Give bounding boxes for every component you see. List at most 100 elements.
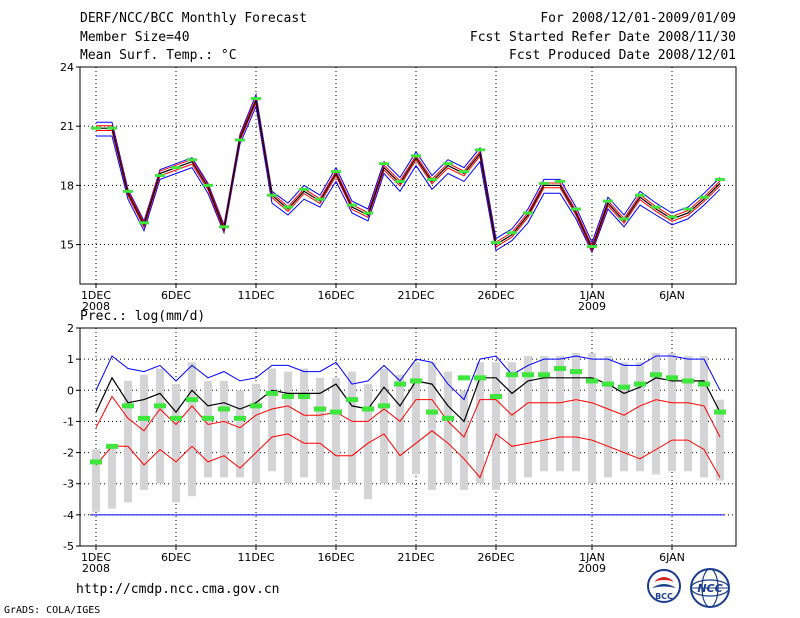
precip-observed-mark — [362, 406, 374, 412]
temp-observed-mark — [123, 189, 133, 193]
temp-observed-mark — [507, 231, 517, 235]
precip-observed-mark — [634, 381, 646, 387]
precip-range-box — [684, 356, 692, 472]
precip-range-box — [172, 384, 180, 503]
temp-ytick-label: 15 — [60, 239, 74, 252]
precip-range-box — [252, 384, 260, 484]
temp-spread-line — [96, 96, 721, 248]
temp-observed-mark — [539, 181, 549, 185]
precip-range-box — [428, 362, 436, 490]
bcc-logo: BCC — [647, 569, 681, 603]
precip-observed-mark — [698, 381, 710, 387]
temp-observed-mark — [347, 203, 357, 207]
precip-ytick-label: -1 — [63, 415, 74, 428]
precip-year-label: 2008 — [82, 562, 110, 575]
temp-xtick-label: 1JAN — [579, 289, 605, 302]
temp-observed-mark — [635, 193, 645, 197]
precip-range-box — [316, 377, 324, 484]
precip-observed-mark — [618, 384, 630, 390]
precip-ytick-label: 0 — [67, 384, 74, 397]
temp-observed-mark — [107, 126, 117, 130]
precip-xtick-label: 6DEC — [161, 551, 191, 564]
precip-range-box — [444, 371, 452, 484]
precip-range-box — [412, 362, 420, 475]
precip-xtick-label: 11DEC — [237, 551, 274, 564]
temperature-panel: 1DEC 6DEC 11DEC 16DEC 21DEC 26DEC 1JAN 6JAN 2008… — [60, 61, 737, 313]
temp-observed-mark — [715, 177, 725, 181]
temp-xtick-label: 6DEC — [161, 289, 191, 302]
precip-observed-mark — [458, 375, 470, 381]
precip-range-box — [588, 352, 596, 484]
precip-frame — [79, 327, 737, 547]
precip-range-box — [156, 368, 164, 484]
precip-observed-mark — [490, 394, 502, 400]
precip-range-box — [636, 362, 644, 472]
precip-range-box — [620, 362, 628, 472]
precip-observed-mark — [298, 394, 310, 400]
temp-observed-mark — [155, 174, 165, 177]
temp-observed-mark — [171, 166, 181, 170]
temp-observed-mark — [699, 195, 709, 199]
precip-observed-mark — [250, 403, 262, 409]
precip-xtick-label: 21DEC — [397, 551, 434, 564]
precip-range-box — [364, 384, 372, 500]
temp-spread-line — [96, 101, 721, 253]
precip-range-box — [492, 362, 500, 490]
precip-range-box — [380, 368, 388, 484]
precip-range-box — [220, 380, 228, 478]
temp-mean-line — [96, 98, 721, 251]
temp-observed-mark — [651, 205, 661, 209]
precip-observed-mark — [682, 378, 694, 384]
precip-max-line — [95, 355, 721, 401]
precip-xtick-label: 26DEC — [477, 551, 514, 564]
precip-range-box — [348, 371, 356, 484]
temp-observed-mark — [379, 162, 389, 166]
forecast-period-label: For 2008/12/01-2009/01/09 — [540, 11, 736, 26]
temp-ytick-label: 18 — [60, 179, 74, 192]
temp-observed-mark — [571, 207, 581, 211]
precip-observed-mark — [714, 409, 726, 415]
precip-observed-mark — [122, 403, 134, 409]
temp-observed-mark — [91, 126, 101, 130]
fcst-started-label: Fcst Started Refer Date 2008/11/30 — [469, 30, 736, 45]
precip-range-box — [556, 356, 564, 472]
temp-observed-mark — [587, 245, 597, 249]
precip-observed-mark — [90, 459, 102, 465]
temp-observed-mark — [251, 97, 261, 101]
precip-observed-mark — [154, 403, 166, 409]
temp-ytick-label: 21 — [60, 120, 74, 133]
precip-observed-mark — [234, 415, 246, 421]
precip-observed-mark — [314, 406, 326, 412]
precip-observed-mark — [506, 372, 518, 378]
precip-observed-mark — [330, 409, 342, 415]
precip-observed-mark — [570, 369, 582, 375]
temp-observed-mark — [683, 207, 693, 211]
member-size-label: Member Size=40 — [80, 30, 190, 45]
precip-observed-mark — [442, 415, 454, 421]
precip-range-box — [540, 356, 548, 472]
temp-observed-mark — [267, 193, 277, 197]
precip-observed-mark — [410, 378, 422, 384]
precip-observed-mark — [106, 443, 118, 449]
temp-max-line — [96, 92, 721, 244]
temp-year-label: 2008 — [82, 300, 110, 313]
precip-range-box — [700, 356, 708, 478]
precip-range-box — [716, 399, 724, 481]
precip-observed-mark — [586, 378, 598, 384]
temp-observed-mark — [475, 148, 485, 152]
precip-observed-mark — [378, 403, 390, 409]
temp-observed-mark — [491, 241, 501, 245]
precip-range-box — [332, 377, 340, 490]
temp-observed-mark — [203, 183, 213, 187]
precip-observed-mark — [186, 397, 198, 403]
temp-xtick-label: 1DEC — [81, 289, 111, 302]
precip-range-box — [460, 390, 468, 490]
temp-xtick-label: 26DEC — [477, 289, 514, 302]
precip-ytick-label: -2 — [63, 447, 74, 460]
precip-upper-line — [95, 395, 721, 438]
precip-range-box — [652, 352, 660, 475]
temp-observed-mark — [363, 211, 373, 215]
temp-observed-mark — [187, 158, 197, 162]
grads-credit: GrADS: COLA/IGES — [4, 605, 101, 616]
temp-min-line — [96, 104, 721, 254]
